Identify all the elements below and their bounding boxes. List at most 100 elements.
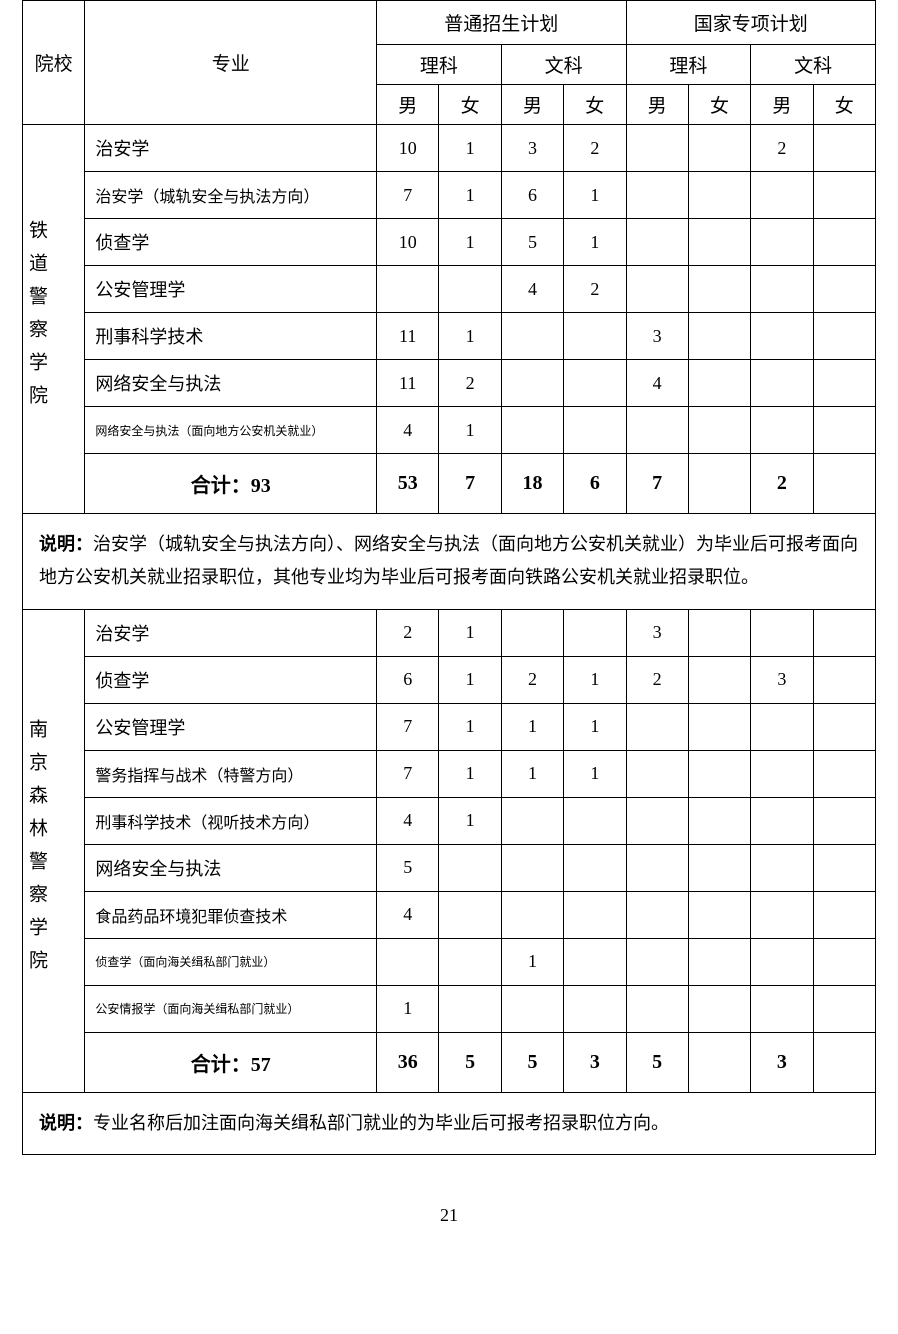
note-cell: 说明：专业名称后加注面向海关缉私部门就业的为毕业后可报考招录职位方向。 [23, 1092, 876, 1154]
value-cell: 1 [377, 985, 439, 1032]
value-cell: 1 [439, 797, 501, 844]
value-cell: 4 [626, 360, 688, 407]
value-cell: 2 [626, 656, 688, 703]
value-cell [813, 266, 875, 313]
school-cell: 南京森林警察学院 [23, 609, 85, 1092]
value-cell: 10 [377, 125, 439, 172]
value-cell: 4 [377, 797, 439, 844]
value-cell [813, 891, 875, 938]
value-cell: 4 [377, 891, 439, 938]
value-cell [688, 891, 750, 938]
value-cell [564, 313, 626, 360]
value-cell [813, 656, 875, 703]
value-cell: 3 [501, 125, 563, 172]
header-school: 院校 [23, 1, 85, 125]
value-cell [688, 125, 750, 172]
school-name: 南京森林警察学院 [23, 709, 50, 993]
value-cell [564, 797, 626, 844]
major-cell: 治安学 [85, 609, 377, 656]
value-cell [501, 891, 563, 938]
value-cell [439, 891, 501, 938]
total-cell: 5 [439, 1032, 501, 1092]
value-cell [626, 891, 688, 938]
major-cell: 侦查学（面向海关缉私部门就业） [85, 938, 377, 985]
value-cell [564, 891, 626, 938]
total-cell: 7 [439, 454, 501, 514]
value-cell [564, 407, 626, 454]
value-cell: 1 [439, 609, 501, 656]
value-cell [751, 609, 813, 656]
value-cell [564, 844, 626, 891]
value-cell: 4 [377, 407, 439, 454]
total-cell: 5 [501, 1032, 563, 1092]
value-cell [813, 844, 875, 891]
value-cell [564, 985, 626, 1032]
header-science: 理科 [377, 45, 502, 85]
value-cell: 3 [751, 656, 813, 703]
value-cell [688, 266, 750, 313]
total-cell [813, 454, 875, 514]
header-arts: 文科 [501, 45, 626, 85]
value-cell [439, 844, 501, 891]
value-cell: 1 [501, 703, 563, 750]
header-science: 理科 [626, 45, 751, 85]
value-cell: 5 [501, 219, 563, 266]
major-cell: 网络安全与执法 [85, 360, 377, 407]
value-cell: 2 [439, 360, 501, 407]
major-cell: 网络安全与执法（面向地方公安机关就业） [85, 407, 377, 454]
header-male: 男 [377, 85, 439, 125]
total-cell: 2 [751, 454, 813, 514]
value-cell [751, 219, 813, 266]
value-cell [501, 844, 563, 891]
header-female: 女 [564, 85, 626, 125]
value-cell [751, 938, 813, 985]
value-cell [501, 797, 563, 844]
value-cell [688, 609, 750, 656]
value-cell [501, 407, 563, 454]
value-cell: 7 [377, 750, 439, 797]
total-cell [688, 454, 750, 514]
value-cell: 5 [377, 844, 439, 891]
value-cell [688, 797, 750, 844]
total-cell: 7 [626, 454, 688, 514]
value-cell [688, 844, 750, 891]
major-cell: 刑事科学技术（视听技术方向） [85, 797, 377, 844]
total-label: 合计：93 [85, 454, 377, 514]
total-cell [688, 1032, 750, 1092]
value-cell [688, 750, 750, 797]
value-cell: 1 [439, 313, 501, 360]
value-cell [626, 219, 688, 266]
note-cell: 说明：治安学（城轨安全与执法方向）、网络安全与执法（面向地方公安机关就业）为毕业… [23, 514, 876, 610]
major-cell: 治安学（城轨安全与执法方向） [85, 172, 377, 219]
value-cell [688, 985, 750, 1032]
value-cell [564, 360, 626, 407]
value-cell: 6 [377, 656, 439, 703]
value-cell [751, 313, 813, 360]
value-cell: 3 [626, 609, 688, 656]
value-cell [688, 360, 750, 407]
value-cell: 1 [439, 750, 501, 797]
major-cell: 侦查学 [85, 656, 377, 703]
value-cell: 1 [501, 750, 563, 797]
header-arts: 文科 [751, 45, 876, 85]
value-cell [813, 125, 875, 172]
value-cell: 1 [439, 172, 501, 219]
value-cell [688, 172, 750, 219]
value-cell [626, 938, 688, 985]
value-cell [439, 266, 501, 313]
value-cell: 6 [501, 172, 563, 219]
value-cell: 10 [377, 219, 439, 266]
value-cell [688, 219, 750, 266]
value-cell [501, 313, 563, 360]
value-cell [626, 266, 688, 313]
header-female: 女 [813, 85, 875, 125]
note-lead: 说明： [39, 534, 93, 554]
value-cell [377, 938, 439, 985]
major-cell: 刑事科学技术 [85, 313, 377, 360]
major-cell: 食品药品环境犯罪侦查技术 [85, 891, 377, 938]
page-number: 21 [22, 1205, 876, 1226]
header-special-plan: 国家专项计划 [626, 1, 876, 45]
value-cell [813, 407, 875, 454]
total-cell: 36 [377, 1032, 439, 1092]
value-cell [439, 938, 501, 985]
